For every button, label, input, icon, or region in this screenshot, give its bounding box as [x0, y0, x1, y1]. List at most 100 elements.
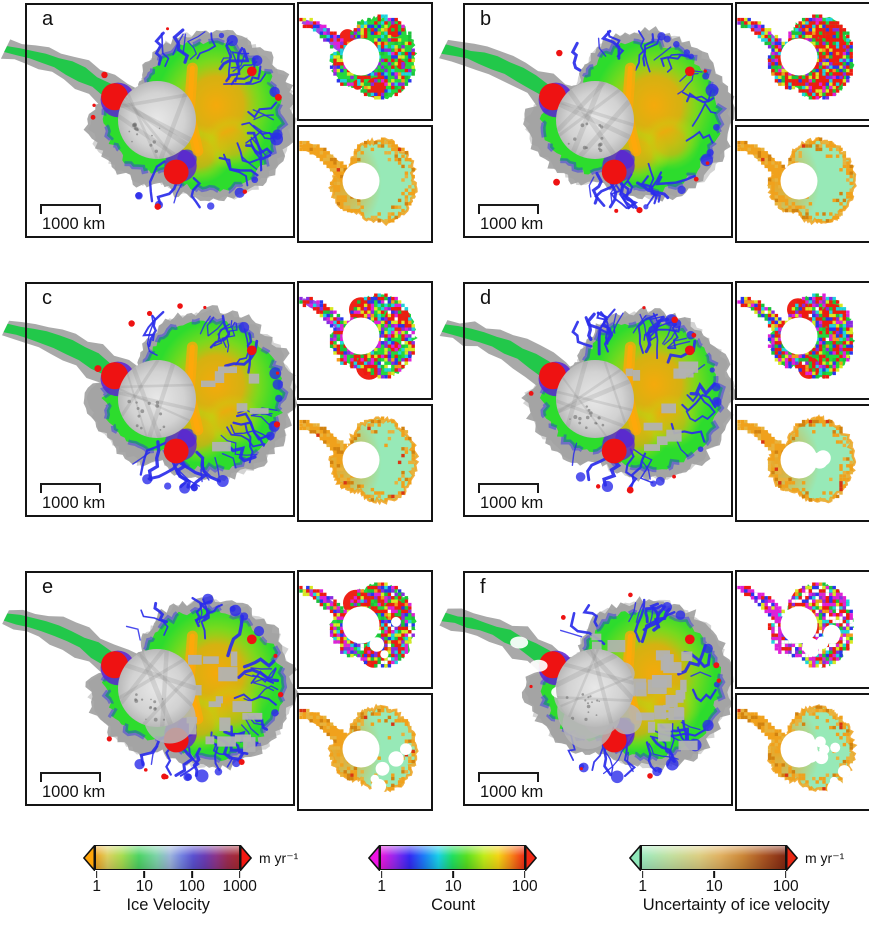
scale-bar: 1000 km: [40, 483, 105, 513]
count-map-svg: [737, 582, 855, 669]
scale-bar-bracket: [40, 204, 101, 214]
velocity-map-svg: [2, 593, 299, 783]
colorbar-tick-label: 100: [179, 878, 205, 895]
colorbar-ticks: 1 10 100: [638, 871, 799, 895]
colorbar-tick-label: 100: [772, 878, 799, 895]
colorbar-tick-label: 10: [135, 878, 153, 895]
count-inset-panel: [297, 281, 433, 400]
velocity-map-panel: c 1000 km: [2, 282, 298, 517]
scale-bar-bracket: [40, 483, 101, 493]
colorbar-unit: m yr⁻¹: [259, 849, 299, 866]
observation-count-map: [737, 572, 869, 687]
antarctica-velocity-map: [0, 3, 298, 238]
count-inset-panel: [735, 2, 869, 121]
count-map-svg: [299, 293, 418, 380]
count-map-svg: [737, 14, 855, 100]
observation-count-map: [299, 283, 431, 398]
uncertainty-inset-panel: [735, 693, 869, 811]
scale-bar-label: 1000 km: [480, 215, 544, 233]
colorbar-tick-label: 10: [705, 878, 723, 895]
scale-bar-label: 1000 km: [480, 783, 544, 801]
observation-count-map: [737, 283, 869, 398]
colorbar-tick-label: 10: [444, 878, 462, 895]
colorbar-tick: [143, 871, 146, 878]
panel-label: d: [480, 287, 492, 309]
observation-count-map: [299, 4, 431, 119]
figure-panel-group: e 1000 km: [2, 570, 433, 811]
count-map-svg: [299, 582, 417, 668]
uncertainty-map-svg: [737, 136, 857, 226]
colorbar-gradient-bar: [641, 845, 786, 870]
velocity-map-svg: [439, 305, 737, 494]
observation-count-map: [299, 572, 431, 687]
panel-label: b: [480, 8, 492, 30]
figure-panel-group: a 1000 km: [0, 2, 433, 243]
velocity-map-panel: e 1000 km: [2, 571, 299, 806]
velocity-map-svg: [2, 303, 298, 494]
antarctica-velocity-map: [2, 571, 299, 806]
colorbar-right-arrow-icon: [525, 845, 537, 871]
colorbar-tick: [238, 871, 241, 878]
colorbar-row: [368, 845, 537, 871]
scale-bar: 1000 km: [478, 483, 543, 513]
figure-panel-group: f 1000 km: [439, 570, 869, 811]
colorbar-row: m yr⁻¹: [629, 845, 844, 871]
uncertainty-map-svg: [299, 137, 418, 227]
figure-panel-group: d 1000 km: [439, 281, 869, 522]
colorbar-tick-label: 1: [638, 878, 647, 895]
colorbar-title: Ice Velocity: [126, 896, 210, 914]
colorbar-tick: [784, 871, 787, 878]
count-inset-panel: [735, 281, 869, 400]
uncertainty-inset-panel: [297, 404, 433, 522]
uncertainty-map-svg: [299, 703, 419, 794]
colorbar-tick: [523, 871, 526, 878]
scale-bar: 1000 km: [40, 772, 105, 802]
colorbar-row: m yr⁻¹: [83, 845, 298, 871]
colorbar-tick: [713, 871, 716, 878]
colorbar-tick-label: 1000: [222, 878, 257, 895]
uncertainty-inset-panel: [735, 125, 869, 243]
antarctica-velocity-map: [2, 282, 298, 517]
colorbar-unit: m yr⁻¹: [805, 849, 845, 866]
uncertainty-map: [299, 127, 431, 241]
count-inset-panel: [297, 570, 433, 689]
velocity-map-panel: f 1000 km: [439, 571, 734, 806]
count-map-svg: [299, 14, 418, 100]
uncertainty-map: [299, 406, 431, 520]
colorbar-gradient-bar: [95, 845, 240, 870]
scale-bar-bracket: [478, 772, 539, 782]
uncertainty-map: [299, 695, 431, 809]
colorbar-tick: [641, 871, 644, 878]
scale-bar-label: 1000 km: [42, 783, 106, 801]
velocity-map-svg: [439, 26, 735, 214]
velocity-map-panel: d 1000 km: [439, 282, 737, 517]
uncertainty-map: [737, 127, 869, 241]
colorbar-title: Uncertainty of ice velocity: [642, 896, 830, 914]
colorbar-right-arrow-icon: [786, 845, 798, 871]
count-inset-panel: [297, 2, 433, 121]
colorbar: m yr⁻¹ 1 10 100 1000 Ice Velocity: [83, 845, 298, 915]
uncertainty-map-svg: [737, 704, 858, 798]
scale-bar: 1000 km: [40, 204, 105, 234]
antarctica-velocity-map: [439, 3, 735, 238]
velocity-map-panel: a 1000 km: [0, 3, 298, 238]
antarctica-velocity-map: [439, 571, 734, 806]
scale-bar-bracket: [478, 483, 539, 493]
velocity-map-svg: [0, 27, 298, 210]
scale-bar-label: 1000 km: [480, 494, 544, 512]
uncertainty-map: [737, 695, 869, 809]
velocity-map-svg: [439, 592, 734, 784]
scale-bar-bracket: [478, 204, 539, 214]
scale-bar-label: 1000 km: [42, 494, 106, 512]
colorbar: 1 10 100 Count: [368, 845, 538, 915]
colorbar-tick: [380, 871, 383, 878]
figure-panel-group: c 1000 km: [2, 281, 433, 522]
scale-bar: 1000 km: [478, 204, 543, 234]
colorbar-gradient-bar: [380, 845, 525, 870]
panel-label: e: [42, 576, 54, 598]
uncertainty-map: [737, 406, 869, 520]
colorbar-tick-label: 1: [92, 878, 101, 895]
colorbar-left-arrow-icon: [629, 845, 641, 871]
panel-label: a: [42, 8, 54, 30]
